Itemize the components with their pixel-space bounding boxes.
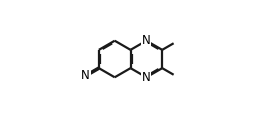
Text: N: N — [142, 71, 151, 84]
Text: N: N — [81, 69, 90, 82]
Text: N: N — [142, 34, 151, 47]
